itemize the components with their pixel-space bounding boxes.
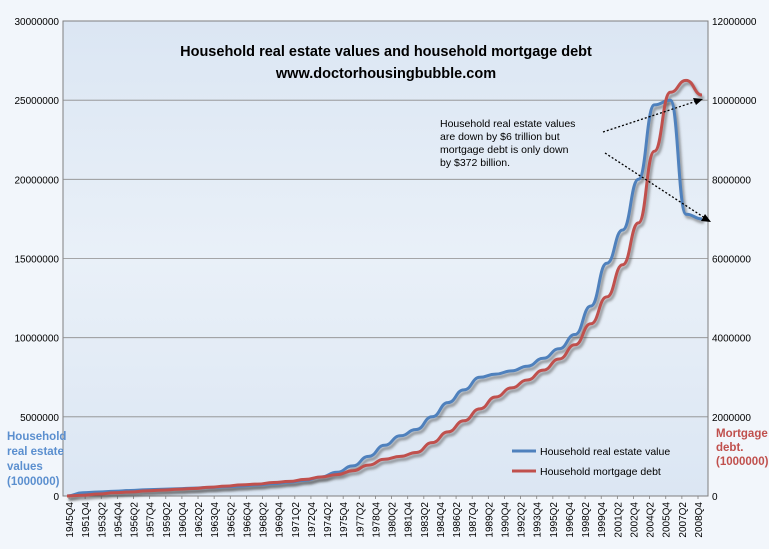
- x-axis-tick-label: 1951Q4: [81, 502, 92, 538]
- right-axis-tick-label: 4000000: [712, 334, 751, 345]
- chart-title-line-2: www.doctorhousingbubble.com: [275, 66, 496, 82]
- x-axis-tick-label: 1993Q4: [533, 502, 544, 538]
- annotation-line-3: mortgage debt is only down: [440, 144, 569, 156]
- left-axis-tick-label: 25000000: [15, 96, 60, 107]
- x-axis-tick-label: 1962Q2: [194, 502, 205, 538]
- x-axis-tick-label: 1996Q4: [565, 502, 576, 538]
- x-axis-ticks: 1945Q4 1951Q4 1953Q2 1954Q4 1956Q2 1957Q4 1959…: [65, 496, 705, 538]
- x-axis-tick-label: 1999Q4: [597, 502, 608, 538]
- series-shadow-1: [68, 81, 705, 501]
- x-axis-tick-label: 1980Q2: [388, 502, 399, 538]
- right-axis-label-line-1: Mortgage: [716, 428, 768, 440]
- x-axis-tick-label: 1957Q4: [146, 502, 157, 538]
- x-axis-tick-label: 1960Q4: [178, 502, 189, 538]
- annotation-arrowhead-top: [693, 98, 703, 105]
- x-axis-tick-label: 1974Q2: [323, 502, 334, 538]
- gridlines: [63, 99, 708, 418]
- x-axis-tick-label: 1977Q2: [355, 502, 366, 538]
- series-line-1: [66, 78, 703, 498]
- right-axis-ticks: 0 2000000 4000000 6000000 8000000 10000000 120…: [712, 17, 757, 503]
- right-axis-tick-label: 2000000: [712, 413, 751, 424]
- x-axis-tick-label: 1992Q2: [517, 502, 528, 538]
- x-axis-tick-label: 1956Q2: [130, 502, 141, 538]
- series-lines: [66, 78, 703, 498]
- left-axis-tick-label: 0: [53, 492, 59, 503]
- left-axis-tick-label: 15000000: [15, 255, 60, 266]
- x-axis-tick-label: 1953Q2: [97, 502, 108, 538]
- x-axis-tick-label: 2001Q2: [613, 502, 624, 538]
- right-axis-label-line-2: debt.: [716, 442, 743, 454]
- right-axis-tick-label: 10000000: [712, 96, 757, 107]
- left-axis-label-line-1: Household: [7, 431, 66, 443]
- x-axis-tick-label: 1966Q4: [242, 502, 253, 538]
- x-axis-tick-label: 2004Q2: [646, 502, 657, 538]
- legend: Household real estate value Household mo…: [512, 446, 670, 478]
- x-axis-tick-label: 1989Q2: [484, 502, 495, 538]
- right-axis-label-line-3: (1000000): [716, 456, 769, 468]
- left-axis-label-line-3: values: [7, 461, 43, 473]
- x-axis-tick-label: 1965Q2: [226, 502, 237, 538]
- right-axis-tick-label: 8000000: [712, 175, 751, 186]
- series-shadows: [68, 81, 705, 501]
- x-axis-tick-label: 1998Q2: [581, 502, 592, 538]
- right-axis-tick-label: 0: [712, 492, 718, 503]
- right-axis-tick-label: 12000000: [712, 17, 757, 28]
- left-axis-tick-label: 20000000: [15, 175, 60, 186]
- annotation: Household real estate values are down by…: [440, 98, 711, 222]
- left-axis-tick-label: 30000000: [15, 17, 60, 28]
- x-axis-tick-label: 1978Q4: [371, 502, 382, 538]
- x-axis-tick-label: 1981Q4: [404, 502, 415, 538]
- x-axis-tick-label: 1975Q4: [339, 502, 350, 538]
- annotation-arrowhead-bottom: [701, 214, 711, 222]
- left-axis-label-line-4: (1000000): [7, 476, 60, 488]
- legend-label-mortgage: Household mortgage debt: [540, 466, 661, 478]
- annotation-arrow-top: [602, 99, 701, 133]
- left-axis-tick-label: 5000000: [20, 413, 59, 424]
- x-axis-tick-label: 1984Q4: [436, 502, 447, 538]
- x-axis-tick-label: 1987Q4: [468, 502, 479, 538]
- chart-title-line-1: Household real estate values and househo…: [180, 44, 592, 60]
- x-axis-tick-label: 1954Q4: [113, 502, 124, 538]
- left-axis-label-line-2: real estate: [7, 446, 64, 458]
- right-axis-tick-label: 6000000: [712, 255, 751, 266]
- x-axis-tick-label: 1995Q2: [549, 502, 560, 538]
- x-axis-tick-label: 1990Q4: [500, 502, 511, 538]
- x-axis-tick-label: 1945Q4: [65, 502, 76, 538]
- right-axis-label: Mortgage debt. (1000000): [716, 428, 769, 468]
- x-axis-tick-label: 1986Q2: [452, 502, 463, 538]
- x-axis-tick-label: 1971Q2: [291, 502, 302, 538]
- x-axis-tick-label: 2007Q2: [678, 502, 689, 538]
- x-axis-tick-label: 1963Q4: [210, 502, 221, 538]
- annotation-arrow-bottom: [604, 152, 709, 221]
- legend-label-real-estate: Household real estate value: [540, 446, 670, 458]
- x-axis-tick-label: 1969Q4: [275, 502, 286, 538]
- x-axis-tick-label: 1959Q2: [162, 502, 173, 538]
- annotation-line-4: by $372 billion.: [440, 157, 510, 169]
- left-axis-tick-label: 10000000: [15, 334, 60, 345]
- left-axis-ticks: 0 5000000 10000000 15000000 20000000 25000000…: [15, 17, 60, 503]
- x-axis-tick-label: 1983Q2: [420, 502, 431, 538]
- x-axis-tick-label: 1972Q4: [307, 502, 318, 538]
- x-axis-tick-label: 1968Q2: [259, 502, 270, 538]
- annotation-line-1: Household real estate values: [440, 118, 575, 130]
- x-axis-tick-label: 2005Q4: [662, 502, 673, 538]
- annotation-line-2: are down by $6 trillion but: [440, 131, 560, 143]
- left-axis-label: Household real estate values (1000000): [7, 431, 66, 488]
- x-axis-tick-label: 2002Q4: [629, 502, 640, 538]
- x-axis-tick-label: 2008Q4: [694, 502, 705, 538]
